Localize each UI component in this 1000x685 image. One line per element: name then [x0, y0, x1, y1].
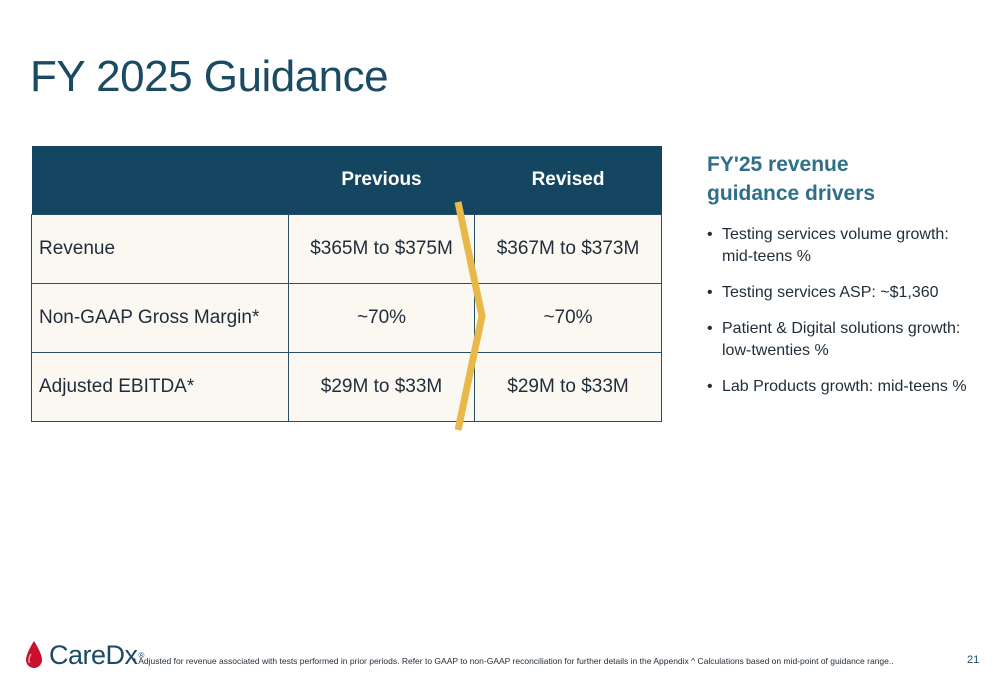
drivers-heading: FY'25 revenue guidance drivers — [707, 150, 982, 208]
drivers-heading-line1: FY'25 revenue — [707, 153, 849, 176]
table-header-revised: Revised — [531, 168, 605, 190]
cell-previous-gross-margin: ~70% — [288, 282, 475, 353]
row-label-ebitda: Adjusted EBITDA* — [31, 351, 289, 422]
drop-logo-icon — [26, 641, 42, 668]
list-item: Testing services ASP: ~$1,360 — [707, 282, 982, 304]
table-row: Adjusted EBITDA* $29M to $33M $29M to $3… — [31, 351, 662, 422]
list-item: Lab Products growth: mid-teens % — [707, 376, 982, 398]
caredx-logo: CareDx ® — [24, 638, 144, 672]
logo-text: CareDx — [49, 639, 138, 670]
list-item: Testing services volume growth: mid-teen… — [707, 224, 982, 268]
cell-revised-ebitda: $29M to $33M — [474, 351, 662, 422]
guidance-table-container: Previous Revised Revenue $365M to $375M … — [31, 146, 662, 422]
cell-revised-gross-margin: ~70% — [474, 282, 662, 353]
drivers-heading-line2: guidance drivers — [707, 182, 876, 205]
cell-previous-revenue: $365M to $375M — [288, 213, 475, 284]
logo-registered-mark: ® — [138, 650, 145, 660]
cell-previous-ebitda: $29M to $33M — [288, 351, 475, 422]
table-header-row: Previous Revised — [31, 146, 662, 214]
footnote: * Adjusted for revenue associated with t… — [133, 656, 894, 666]
page-number: 21 — [967, 654, 980, 666]
table-row: Revenue $365M to $375M $367M to $373M — [31, 213, 662, 284]
row-label-gross-margin: Non-GAAP Gross Margin* — [31, 282, 289, 353]
drivers-panel: FY'25 revenue guidance drivers Testing s… — [707, 150, 982, 412]
drivers-list: Testing services volume growth: mid-teen… — [707, 224, 982, 398]
cell-revised-revenue: $367M to $373M — [474, 213, 662, 284]
row-label-revenue: Revenue — [31, 213, 289, 284]
table-header-blank — [32, 146, 289, 214]
list-item: Patient & Digital solutions growth: low-… — [707, 318, 982, 362]
page-title: FY 2025 Guidance — [30, 52, 389, 101]
table-header-previous: Previous — [341, 168, 422, 190]
guidance-table: Previous Revised Revenue $365M to $375M … — [31, 146, 662, 422]
table-row: Non-GAAP Gross Margin* ~70% ~70% — [31, 282, 662, 353]
